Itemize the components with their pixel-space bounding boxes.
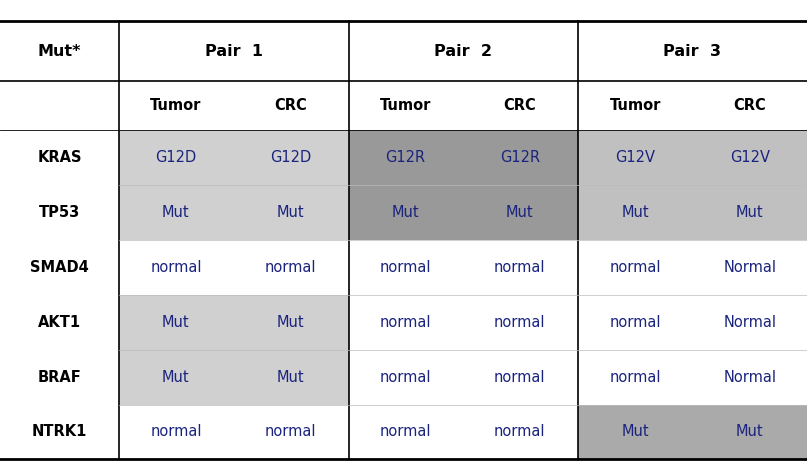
- Bar: [119, 130, 232, 185]
- Bar: [349, 130, 462, 185]
- Text: G12R: G12R: [500, 150, 540, 165]
- Text: Pair  1: Pair 1: [205, 44, 263, 59]
- Text: normal: normal: [379, 315, 431, 330]
- Bar: [692, 405, 807, 459]
- Text: Mut: Mut: [277, 315, 304, 330]
- Text: Normal: Normal: [723, 370, 776, 385]
- Bar: [578, 185, 692, 240]
- Text: normal: normal: [609, 370, 661, 385]
- Text: Pair  3: Pair 3: [663, 44, 721, 59]
- Text: Mut: Mut: [621, 205, 649, 220]
- Text: normal: normal: [609, 315, 661, 330]
- Text: Mut: Mut: [277, 205, 304, 220]
- Text: Tumor: Tumor: [150, 98, 202, 113]
- Text: Mut: Mut: [162, 370, 190, 385]
- Bar: [578, 405, 692, 459]
- Text: G12D: G12D: [155, 150, 197, 165]
- Text: Mut: Mut: [391, 205, 419, 220]
- Bar: [692, 185, 807, 240]
- Text: Tumor: Tumor: [379, 98, 431, 113]
- Bar: [232, 185, 349, 240]
- Bar: [119, 185, 232, 240]
- Text: G12R: G12R: [385, 150, 425, 165]
- Text: G12D: G12D: [270, 150, 312, 165]
- Text: NTRK1: NTRK1: [32, 425, 87, 439]
- Text: normal: normal: [150, 260, 202, 275]
- Text: Pair  2: Pair 2: [434, 44, 492, 59]
- Text: Tumor: Tumor: [609, 98, 661, 113]
- Text: normal: normal: [379, 425, 431, 439]
- Text: Mut: Mut: [736, 205, 763, 220]
- Text: BRAF: BRAF: [38, 370, 82, 385]
- Text: Mut: Mut: [277, 370, 304, 385]
- Text: normal: normal: [494, 315, 546, 330]
- Bar: [349, 185, 462, 240]
- Bar: [462, 130, 578, 185]
- Text: normal: normal: [265, 260, 316, 275]
- Text: normal: normal: [494, 260, 546, 275]
- Text: CRC: CRC: [734, 98, 766, 113]
- Text: normal: normal: [609, 260, 661, 275]
- Bar: [119, 295, 232, 350]
- Text: Mut: Mut: [736, 425, 763, 439]
- Text: SMAD4: SMAD4: [31, 260, 89, 275]
- Text: TP53: TP53: [39, 205, 81, 220]
- Text: normal: normal: [265, 425, 316, 439]
- Bar: [119, 350, 232, 405]
- Bar: [578, 130, 692, 185]
- Text: AKT1: AKT1: [38, 315, 82, 330]
- Text: Mut: Mut: [162, 205, 190, 220]
- Text: normal: normal: [379, 370, 431, 385]
- Bar: [232, 350, 349, 405]
- Text: CRC: CRC: [274, 98, 307, 113]
- Text: normal: normal: [379, 260, 431, 275]
- Bar: [692, 130, 807, 185]
- Bar: [232, 295, 349, 350]
- Text: normal: normal: [494, 425, 546, 439]
- Text: Mut: Mut: [621, 425, 649, 439]
- Bar: [462, 185, 578, 240]
- Text: Normal: Normal: [723, 260, 776, 275]
- Bar: [232, 130, 349, 185]
- Text: G12V: G12V: [615, 150, 655, 165]
- Text: CRC: CRC: [504, 98, 536, 113]
- Text: KRAS: KRAS: [37, 150, 82, 165]
- Text: Normal: Normal: [723, 315, 776, 330]
- Text: Mut: Mut: [506, 205, 533, 220]
- Text: normal: normal: [150, 425, 202, 439]
- Text: normal: normal: [494, 370, 546, 385]
- Text: Mut*: Mut*: [38, 44, 82, 59]
- Text: G12V: G12V: [730, 150, 770, 165]
- Text: Mut: Mut: [162, 315, 190, 330]
